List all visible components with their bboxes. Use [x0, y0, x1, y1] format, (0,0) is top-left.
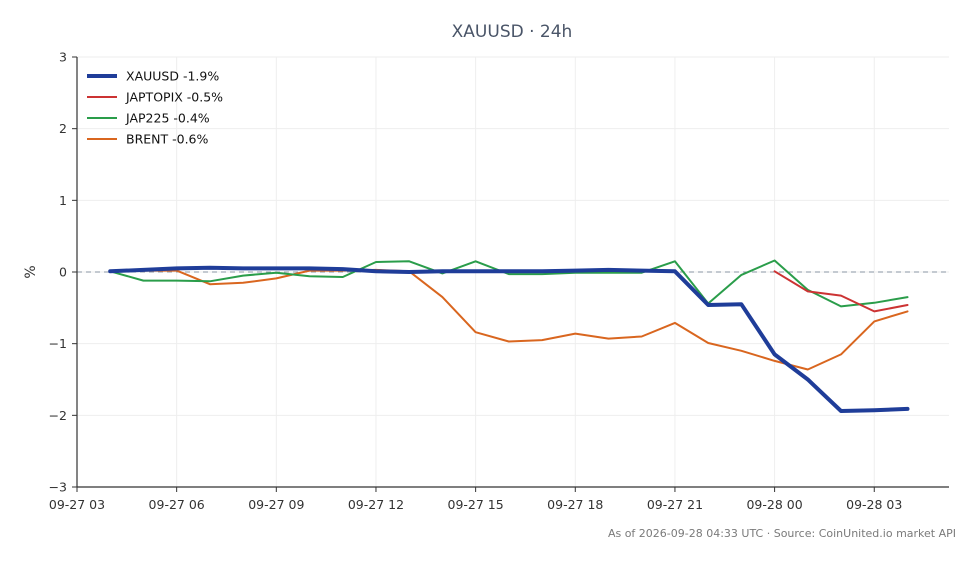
x-tick-label-1: 09-27 06 — [149, 497, 205, 512]
y-tick-label-2: −1 — [49, 336, 67, 351]
y-tick-label-3: 0 — [59, 265, 67, 280]
x-tick-label-4: 09-27 15 — [448, 497, 504, 512]
x-tick-label-6: 09-27 21 — [647, 497, 703, 512]
legend-label-2: JAP225 -0.4% — [125, 111, 210, 126]
series-line-3 — [109, 268, 909, 371]
legend-label-0: XAUUSD -1.9% — [126, 69, 219, 84]
x-tick-label-3: 09-27 12 — [348, 497, 404, 512]
x-tick-label-8: 09-28 03 — [846, 497, 902, 512]
series-line-2 — [109, 259, 909, 308]
series-line-1 — [773, 270, 909, 313]
x-axis-ticks: 09-27 03 09-27 06 09-27 09 09-27 12 09-27 15… — [49, 487, 902, 512]
series-line-0 — [108, 265, 910, 413]
chart-title: XAUUSD · 24h — [452, 22, 573, 42]
y-axis-label: % — [23, 265, 39, 278]
y-axis-ticks: −3 −2 −1 0 1 2 3 — [49, 50, 77, 495]
legend-label-1: JAPTOPIX -0.5% — [125, 90, 223, 105]
footer-source: As of 2026-09-28 04:33 UTC · Source: Coi… — [608, 527, 956, 540]
x-tick-label-2: 09-27 09 — [248, 497, 304, 512]
x-tick-label-0: 09-27 03 — [49, 497, 105, 512]
y-tick-label-4: 1 — [59, 193, 67, 208]
legend-label-3: BRENT -0.6% — [126, 132, 209, 147]
series-layer — [108, 259, 910, 413]
legend: XAUUSD -1.9% JAPTOPIX -0.5% JAP225 -0.4% BR… — [87, 69, 223, 147]
y-tick-label-6: 3 — [59, 50, 67, 65]
x-tick-label-5: 09-27 18 — [547, 497, 603, 512]
y-tick-label-5: 2 — [59, 121, 67, 136]
x-tick-label-7: 09-28 00 — [746, 497, 802, 512]
y-tick-label-1: −2 — [49, 408, 67, 423]
y-tick-label-0: −3 — [49, 480, 67, 495]
